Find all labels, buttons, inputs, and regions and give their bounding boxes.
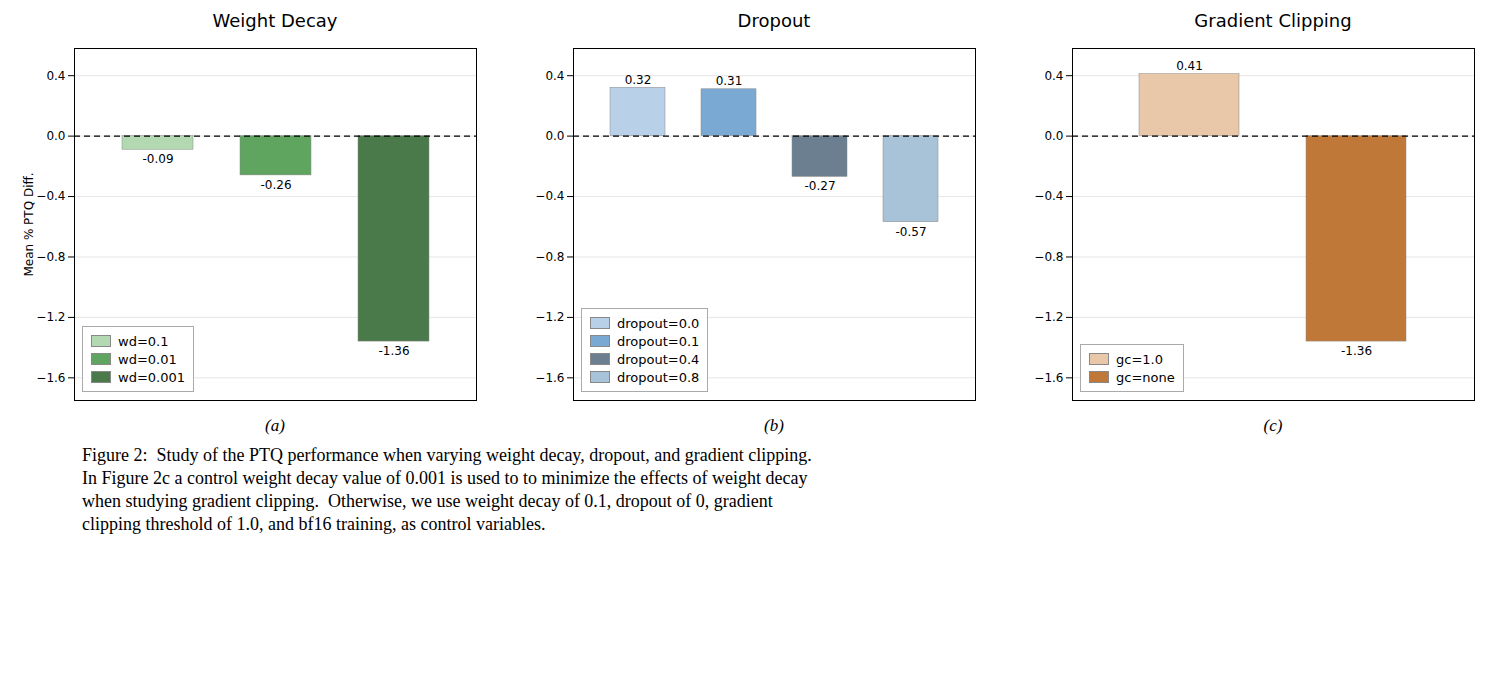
svg-text:-1.36: -1.36 <box>1341 344 1372 358</box>
html-text:clipping threshold of 1.0, and: clipping threshold of 1.0, and bf16 trai… <box>82 514 546 534</box>
html-text:Dropout: Dropout <box>737 10 811 31</box>
svg-text:−0.8: −0.8 <box>535 250 564 264</box>
html-text:wd=0.1: wd=0.1 <box>118 333 169 349</box>
svg-text:-0.57: -0.57 <box>895 225 926 239</box>
html-text:gc=none: gc=none <box>1116 369 1175 385</box>
html-text:(b): (b) <box>764 416 784 435</box>
svg-text:−1.2: −1.2 <box>36 310 65 324</box>
svg-text:−1.2: −1.2 <box>1034 310 1063 324</box>
html-text:Gradient Clipping: Gradient Clipping <box>1194 10 1352 31</box>
svg-text:-0.27: -0.27 <box>804 179 835 193</box>
html-text:Figure 2: Study of the PTQ per: Figure 2: Study of the PTQ performance w… <box>82 445 812 465</box>
svg-text:−0.4: −0.4 <box>1034 189 1063 203</box>
svg-text:−1.6: −1.6 <box>535 371 564 385</box>
svg-text:0.4: 0.4 <box>545 69 564 83</box>
html-text:wd=0.001: wd=0.001 <box>118 369 185 385</box>
svg-text:0.41: 0.41 <box>1176 59 1203 73</box>
svg-text:−0.8: −0.8 <box>36 250 65 264</box>
svg-text:0.0: 0.0 <box>1044 129 1063 143</box>
html-text:wd=0.01: wd=0.01 <box>118 351 177 367</box>
html-text:(c): (c) <box>1263 416 1283 435</box>
html-text:dropout=0.4: dropout=0.4 <box>617 351 700 367</box>
html-text:when studying gradient clippin: when studying gradient clipping. Otherwi… <box>82 491 773 511</box>
svg-text:−1.2: −1.2 <box>535 310 564 324</box>
svg-text:−0.8: −0.8 <box>1034 250 1063 264</box>
html-text:Weight Decay: Weight Decay <box>212 10 338 31</box>
svg-text:-0.09: -0.09 <box>142 152 173 166</box>
svg-text:−1.6: −1.6 <box>36 371 65 385</box>
html-text:(a): (a) <box>265 416 285 435</box>
svg-text:Mean % PTQ Diff.: Mean % PTQ Diff. <box>22 172 36 276</box>
svg-text:−1.6: −1.6 <box>1034 371 1063 385</box>
svg-text:−0.4: −0.4 <box>535 189 564 203</box>
svg-text:0.0: 0.0 <box>545 129 564 143</box>
html-text:gc=1.0: gc=1.0 <box>1116 351 1163 367</box>
html-text:dropout=0.1: dropout=0.1 <box>617 333 700 349</box>
svg-text:0.0: 0.0 <box>46 129 65 143</box>
svg-text:-0.26: -0.26 <box>260 178 291 192</box>
svg-text:0.32: 0.32 <box>625 73 652 87</box>
svg-text:−0.4: −0.4 <box>36 189 65 203</box>
html-text:In Figure 2c a control weight: In Figure 2c a control weight decay valu… <box>82 468 808 488</box>
html-text:dropout=0.8: dropout=0.8 <box>617 369 700 385</box>
html-text:dropout=0.0: dropout=0.0 <box>617 315 700 331</box>
svg-text:0.4: 0.4 <box>46 69 65 83</box>
svg-text:0.4: 0.4 <box>1044 69 1063 83</box>
svg-text:0.31: 0.31 <box>716 74 743 88</box>
svg-text:-1.36: -1.36 <box>378 344 409 358</box>
